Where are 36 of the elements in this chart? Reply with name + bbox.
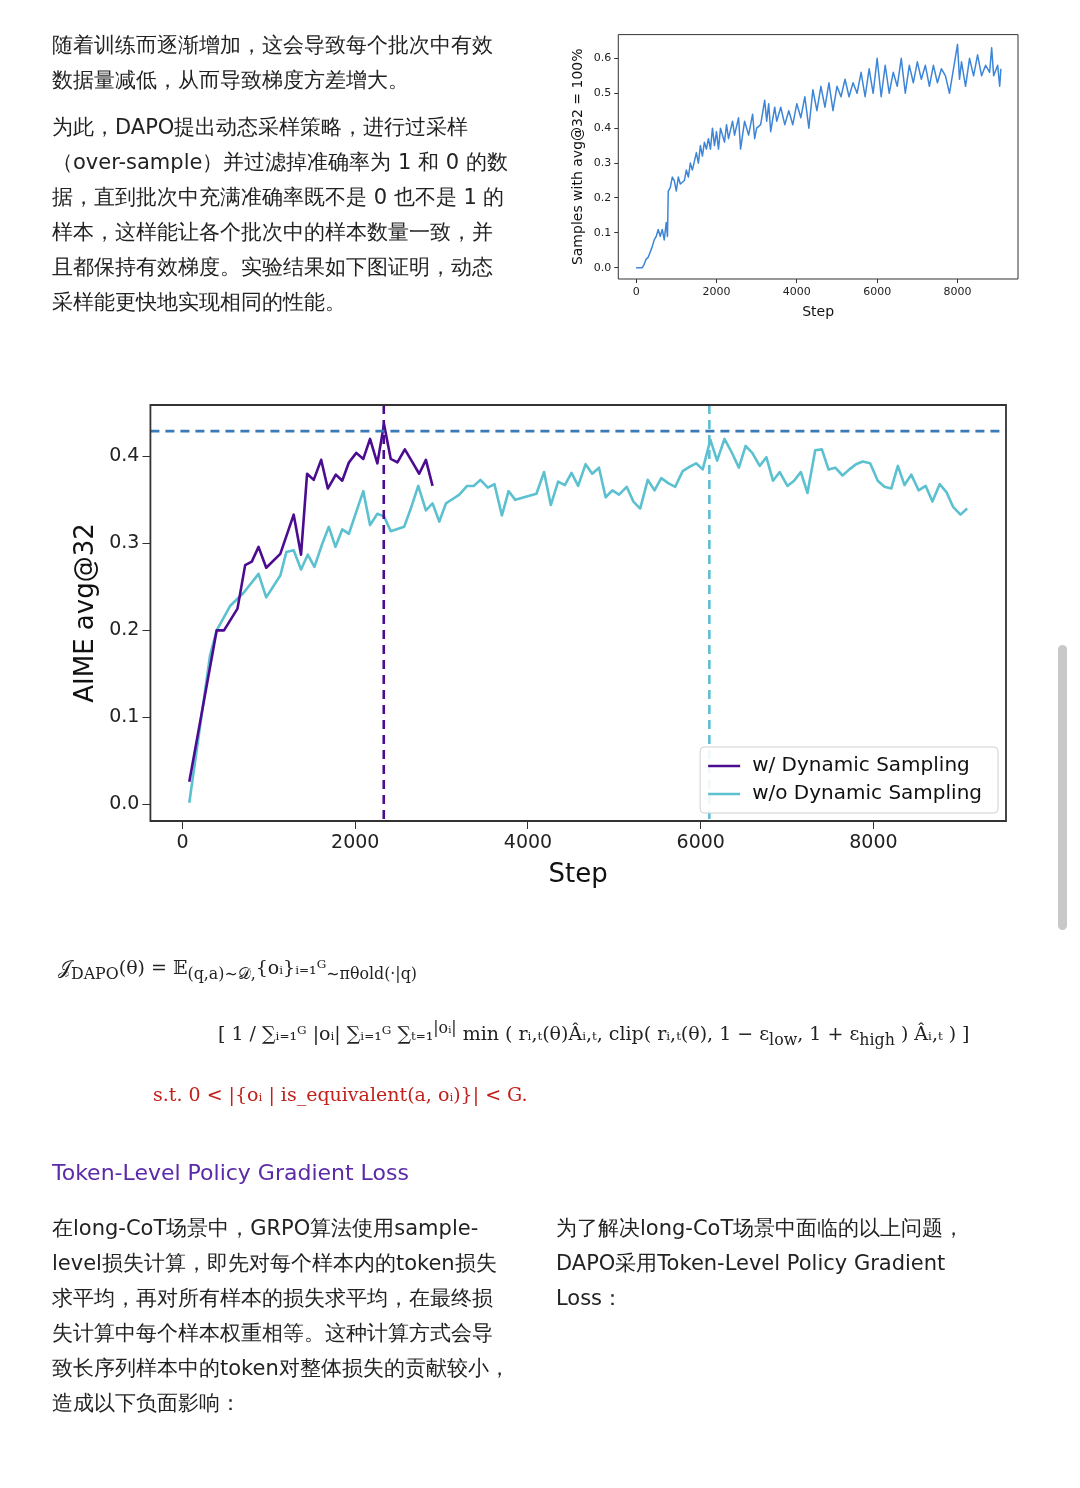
x-tick-label: 2000 bbox=[702, 285, 731, 299]
y-tick-label: 0.2 bbox=[593, 190, 612, 204]
text: 为此，DAPO提出动态采样策略，进行过采样（over-sample）并过滤掉准确率为 1 和 0 的数据，直到批次中充满准确率既不是 0 也不是 1 的样本，这样能让各个批次中的样本数量一致，并且都保持有效梯度。实验结果如下图证明，动态采样能更快地实现相同的性能。 bbox=[52, 114, 509, 316]
x-tick-label: 6000 bbox=[863, 285, 892, 299]
y-tick-label: 0.4 bbox=[593, 121, 612, 135]
y-tick-label: 0.2 bbox=[109, 617, 140, 640]
text: 𝒥$_{DAPO}$(θ) = 𝔼$_{(q,a)∼𝒟,}${oᵢ}ᵢ₌₁ᴳ$_{∼πθold(·|q)}$ bbox=[58, 955, 418, 985]
y-tick-label: 0.1 bbox=[593, 225, 612, 239]
legend-label: w/ Dynamic Sampling bbox=[752, 752, 970, 777]
x-tick-label: 8000 bbox=[943, 285, 972, 299]
y-tick-label: 0.0 bbox=[593, 260, 612, 274]
text: 为了解决long-CoT场景中面临的以上问题，DAPO采用Token-Level Policy Gradient Loss： bbox=[556, 1215, 966, 1312]
x-tick-label: 4000 bbox=[503, 830, 553, 853]
y-tick-label: 0.3 bbox=[109, 530, 140, 553]
text: 随着训练而逐渐增加，这会导致每个批次中有效数据量减低，从而导致梯度方差增大。 bbox=[52, 32, 494, 94]
y-tick-label: 0.4 bbox=[109, 443, 140, 466]
x-tick-label: 0 bbox=[176, 830, 189, 853]
text: s.t. 0 < |{oᵢ | is_equivalent(a, oᵢ)}| < G. bbox=[152, 1081, 529, 1108]
y-tick-label: 0.1 bbox=[109, 704, 140, 727]
text: [ 1 / ∑ᵢ₌₁ᴳ |oᵢ| ∑ᵢ₌₁ᴳ ∑ₜ₌₁$^{|oᵢ|}$ min ( rᵢ,ₜ(θ)Âᵢ,ₜ, clip( rᵢ,ₜ(θ), 1 − ε$_{low}$, 1 + ε$_{high}$ ) Âᵢ,ₜ ) ] bbox=[217, 1016, 971, 1051]
x-tick-label: 6000 bbox=[676, 830, 725, 853]
text: 在long-CoT场景中，GRPO算法使用sample-level损失计算，即先对每个样本内的token损失求平均，再对所有样本的损失求平均，在最终损失计算中每个样本权重相等。这种计算方式会导致长序列样本中的token对整体损失的贡献较小，造成以下负面影响： bbox=[52, 1215, 511, 1417]
legend-label: w/o Dynamic Sampling bbox=[752, 780, 983, 805]
text: Token-Level Policy Gradient Loss bbox=[52, 1160, 410, 1185]
y-tick-label: 0.0 bbox=[109, 791, 140, 814]
y-axis-title: Samples with avg@32 = 100% bbox=[569, 48, 586, 266]
y-tick-label: 0.5 bbox=[593, 86, 612, 100]
x-tick-label: 0 bbox=[632, 285, 640, 299]
x-tick-label: 4000 bbox=[782, 285, 811, 299]
x-axis-title: Step bbox=[802, 303, 835, 320]
y-tick-label: 0.6 bbox=[593, 51, 612, 65]
x-tick-label: 8000 bbox=[849, 830, 898, 853]
y-axis-title: AIME avg@32 bbox=[69, 523, 100, 703]
x-axis-title: Step bbox=[548, 858, 608, 889]
x-tick-label: 2000 bbox=[331, 830, 380, 853]
y-tick-label: 0.3 bbox=[593, 155, 612, 169]
